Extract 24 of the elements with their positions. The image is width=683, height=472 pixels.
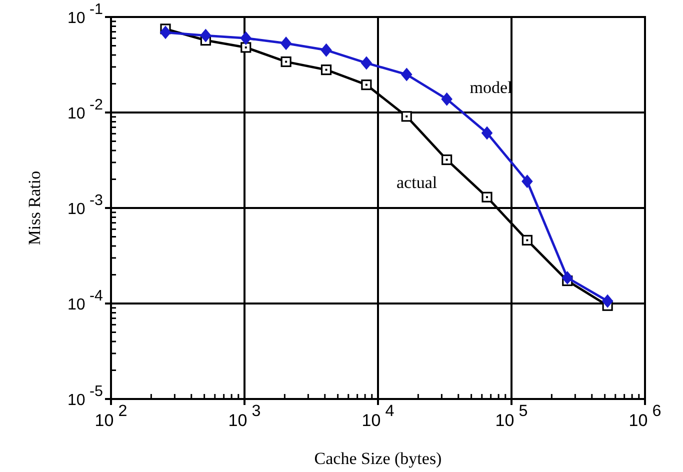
point xyxy=(401,111,412,122)
series-label: model xyxy=(470,78,513,97)
point xyxy=(602,294,614,308)
point xyxy=(240,32,252,45)
point xyxy=(160,26,171,39)
point xyxy=(522,174,533,188)
series-label: actual xyxy=(396,172,438,192)
point xyxy=(482,192,492,202)
point xyxy=(441,92,452,106)
point xyxy=(360,56,372,70)
point xyxy=(562,271,573,284)
point xyxy=(200,29,212,42)
point xyxy=(522,234,532,246)
y-axis-title: Miss Ratio xyxy=(25,170,44,246)
point xyxy=(482,126,492,140)
point xyxy=(280,36,292,50)
point xyxy=(320,64,332,76)
point xyxy=(361,80,372,90)
point xyxy=(401,68,412,81)
x-axis-title: Cache Size (bytes) xyxy=(314,449,442,468)
point xyxy=(280,56,292,68)
point xyxy=(320,44,332,57)
point xyxy=(240,42,252,53)
point xyxy=(442,154,452,166)
